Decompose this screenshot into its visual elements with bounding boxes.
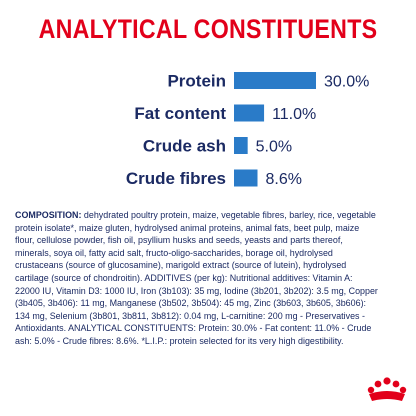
composition-body: dehydrated poultry protein, maize, veget… — [15, 210, 378, 347]
bar — [234, 104, 265, 122]
category-label: Protein — [167, 72, 226, 91]
crown-dot — [392, 380, 400, 388]
crown-base — [369, 391, 405, 401]
value-label: 30.0% — [324, 74, 369, 91]
value-label: 5.0% — [256, 139, 292, 156]
crown-dot — [367, 386, 375, 394]
constituents-bar-chart: Protein 30.0% Fat content 11.0% Crude ash 5.0… — [126, 72, 370, 189]
composition-text: COMPOSITION: dehydrated poultry protein,… — [15, 210, 380, 349]
crown-logo-shape — [367, 377, 407, 401]
composition-heading: COMPOSITION: — [15, 210, 82, 221]
bar — [234, 72, 316, 89]
crown-logo-icon — [367, 377, 407, 401]
category-label: Crude fibres — [126, 169, 226, 188]
crown-dot — [383, 377, 391, 385]
page-title: ANALYTICAL CONSTITUENTS — [38, 14, 378, 44]
category-label: Crude ash — [143, 137, 226, 156]
category-label: Fat content — [134, 104, 226, 123]
crown-dot — [399, 386, 407, 394]
crown-dot — [374, 380, 382, 388]
bar — [234, 169, 258, 187]
value-label: 11.0% — [272, 106, 316, 123]
bar — [234, 137, 248, 154]
value-label: 8.6% — [266, 171, 302, 188]
